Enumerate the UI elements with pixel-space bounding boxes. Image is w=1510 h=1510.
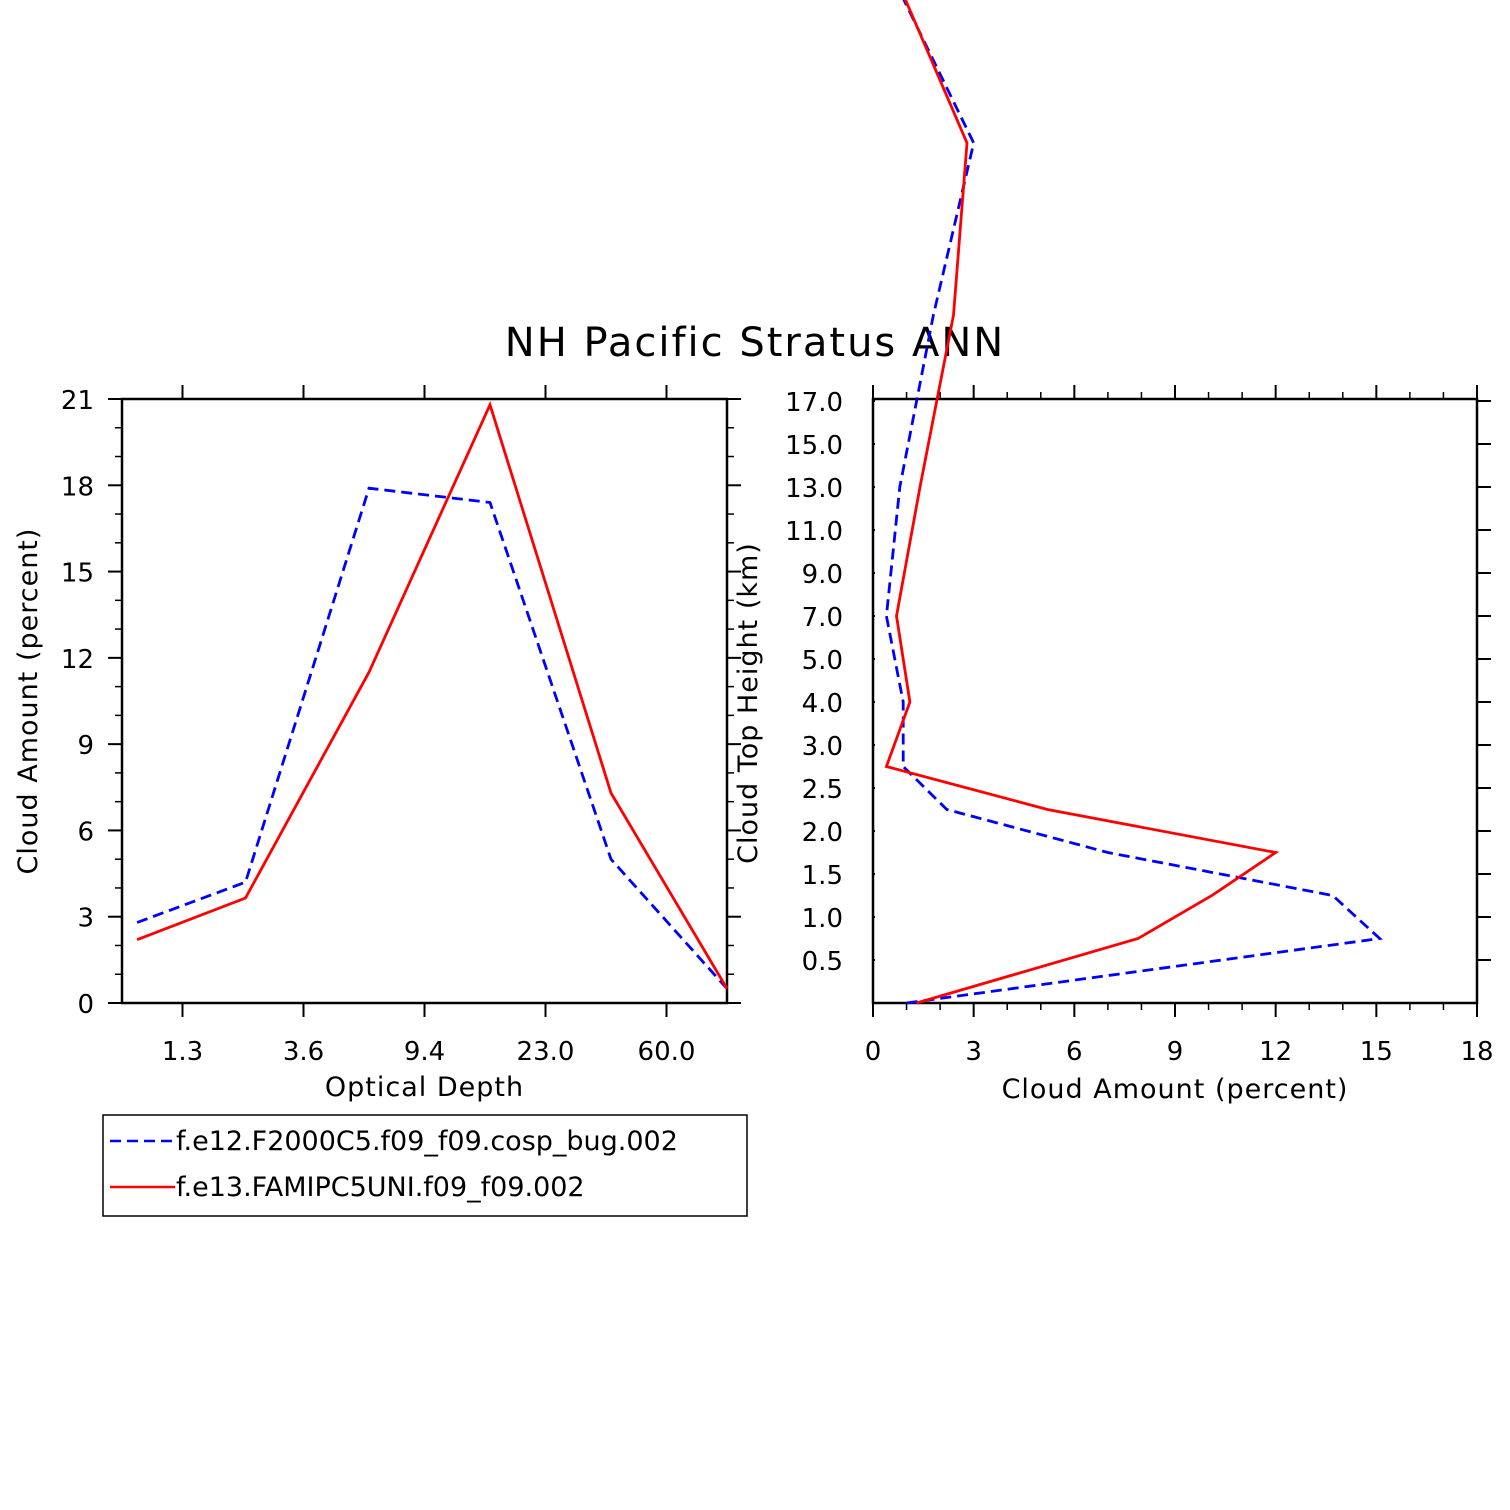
series-line-red	[884, 0, 1280, 1005]
y-tick-label: 0.5	[802, 947, 843, 977]
y-axis-label: Cloud Amount (percent)	[13, 528, 44, 875]
y-tick-label: 2.0	[802, 818, 843, 848]
x-tick-label: 23.0	[517, 1037, 575, 1067]
y-tick-label: 1.5	[802, 861, 843, 891]
x-tick-label: 60.0	[638, 1037, 696, 1067]
plot-frame	[120, 397, 729, 1005]
chart-title: NH Pacific Stratus ANN	[505, 320, 1005, 366]
y-tick-label: 5.0	[802, 646, 843, 676]
y-tick-label: 21	[61, 386, 94, 416]
x-axis-label: Cloud Amount (percent)	[1002, 1074, 1349, 1105]
y-tick-label: 11.0	[785, 517, 843, 547]
left-chart: 0 3 6 9 12 15 18 21 1.3 3.6 9.4 23.0 60.0 Optical Dep…	[13, 385, 741, 1103]
x-tick-label: 15	[1360, 1037, 1393, 1067]
x-tick-label: 9.4	[404, 1037, 445, 1067]
x-tick-label: 3.6	[283, 1037, 324, 1067]
legend-label-blue: f.e12.F2000C5.f09_f09.cosp_bug.002	[176, 1126, 678, 1157]
y-tick-label: 0	[77, 990, 94, 1020]
x-tick-label: 18	[1460, 1037, 1493, 1067]
y-tick-label: 3	[77, 904, 94, 934]
y-tick-label: 15.0	[785, 431, 843, 461]
y-tick-label: 3.0	[802, 732, 843, 762]
x-tick-label: 12	[1259, 1037, 1292, 1067]
y-tick-label: 15	[61, 559, 94, 589]
legend-label-red: f.e13.FAMIPC5UNI.f09_f09.002	[176, 1172, 585, 1203]
y-tick-label: 9.0	[802, 560, 843, 590]
x-tick-label: 3	[965, 1037, 982, 1067]
plot-frame	[871, 397, 1479, 1005]
y-tick-label: 12	[61, 645, 94, 675]
y-tick-label: 4.0	[802, 689, 843, 719]
right-chart: 0 3 6 9 12 15 18 0.5 1.0 1.5 2.0 2.5 3.0 4.0 5.0 7.0 9.0…	[733, 0, 1494, 1105]
y-tick-label: 6	[77, 817, 94, 847]
y-tick-label: 2.5	[802, 775, 843, 805]
y-tick-label: 1.0	[802, 904, 843, 934]
x-tick-label: 1.3	[162, 1037, 203, 1067]
x-tick-label: 9	[1167, 1037, 1184, 1067]
y-tick-label: 18	[61, 472, 94, 502]
series-line-red	[136, 400, 729, 990]
y-tick-label: 17.0	[785, 388, 843, 418]
series-line-blue	[136, 486, 729, 990]
x-tick-label: 6	[1066, 1037, 1083, 1067]
legend: f.e12.F2000C5.f09_f09.cosp_bug.002 f.e13…	[102, 1114, 748, 1217]
y-tick-label: 9	[77, 731, 94, 761]
legend-box	[102, 1114, 748, 1217]
y-tick-label: 13.0	[785, 474, 843, 504]
x-axis-label: Optical Depth	[325, 1072, 524, 1103]
x-tick-label: 0	[865, 1037, 882, 1067]
y-axis-label: Cloud Top Height (km)	[733, 542, 764, 864]
y-tick-label: 7.0	[802, 603, 843, 633]
series-line-blue	[884, 0, 1383, 1005]
